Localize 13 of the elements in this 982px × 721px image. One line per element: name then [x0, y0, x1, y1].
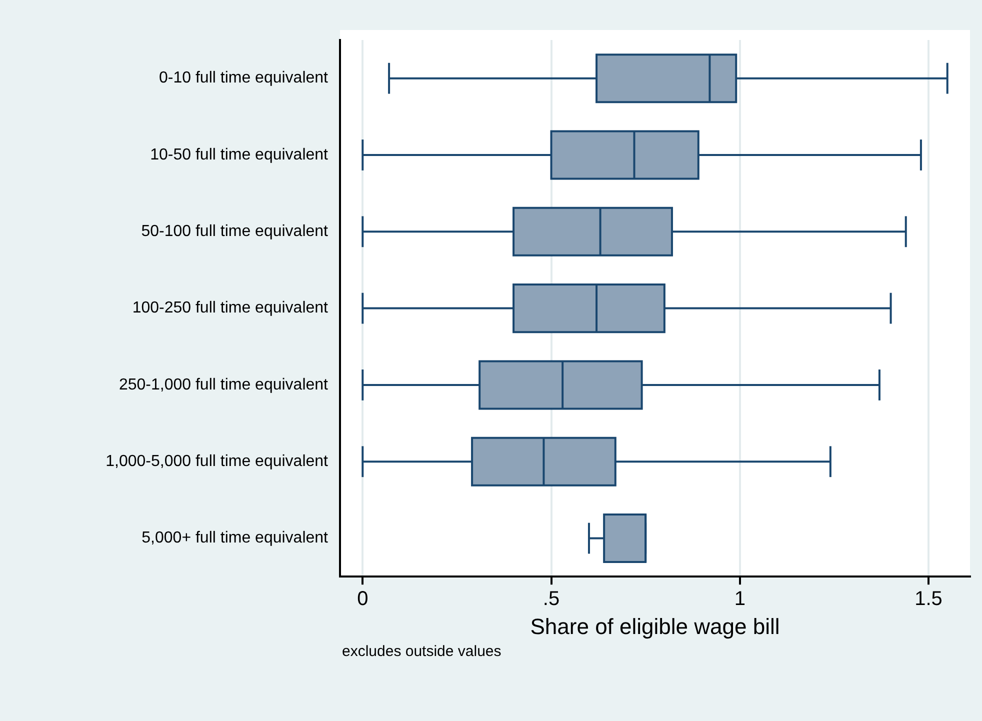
- y-tick-label: 10-50 full time equivalent: [150, 146, 329, 164]
- y-tick-label: 100-250 full time equivalent: [132, 300, 329, 317]
- y-tick-label: 0-10 full time equivalent: [159, 70, 329, 87]
- x-tick-label: 1.5: [914, 588, 942, 610]
- text: excludes outside values: [342, 643, 502, 660]
- x-axis-title: Share of eligible wage bill: [530, 614, 780, 639]
- y-tick-label: 5,000+ full time equivalent: [142, 530, 329, 547]
- x-tick-label: .5: [542, 588, 560, 610]
- x-tick-label: 0: [357, 588, 368, 610]
- y-tick-label: 50-100 full time equivalent: [141, 223, 329, 240]
- y-tick-label: 250-1,000 full time equivalent: [118, 376, 329, 394]
- y-tick-label: 1,000-5,000 full time equivalent: [106, 453, 329, 470]
- x-tick-label: 1: [734, 588, 746, 610]
